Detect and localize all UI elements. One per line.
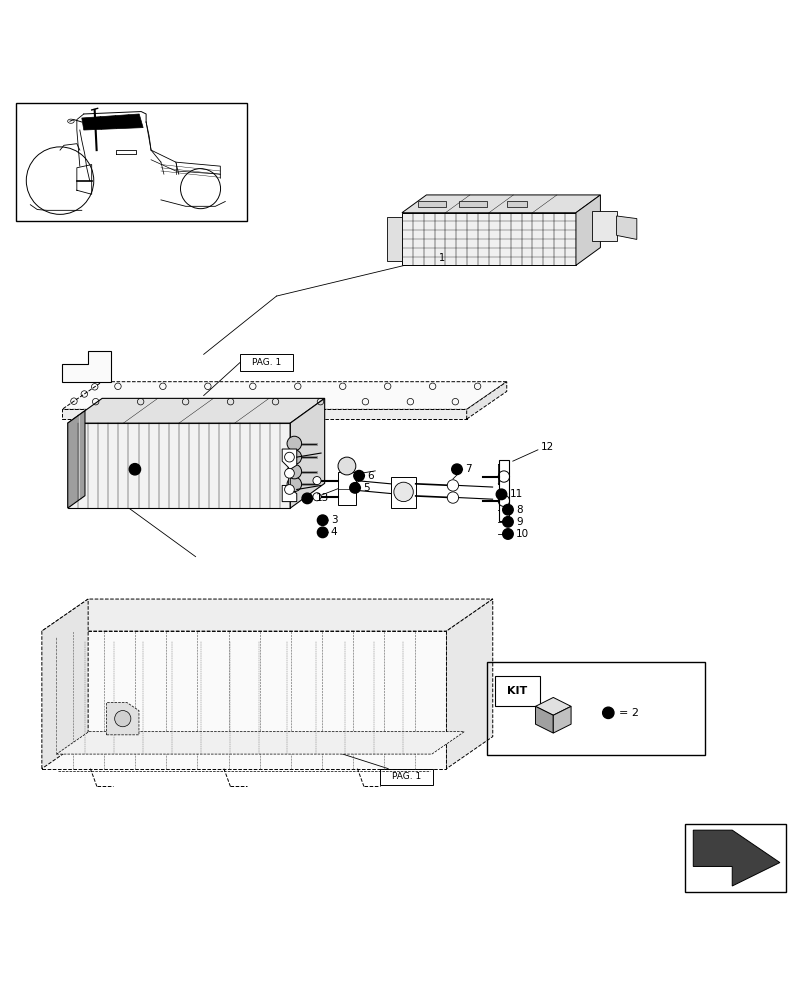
Polygon shape [693,830,779,886]
Circle shape [354,470,364,481]
Polygon shape [42,599,492,631]
Polygon shape [534,706,552,733]
Circle shape [317,515,328,525]
Polygon shape [62,351,110,382]
Polygon shape [616,216,636,239]
Circle shape [312,493,320,501]
Circle shape [502,517,513,527]
Text: 9: 9 [516,517,522,527]
Text: 12: 12 [539,442,553,452]
Text: PAG. 1: PAG. 1 [251,358,281,367]
Polygon shape [387,217,401,261]
Bar [458,201,487,207]
Text: = 2: = 2 [618,708,638,718]
Polygon shape [67,411,85,508]
Polygon shape [534,697,570,715]
Text: 4: 4 [330,527,337,537]
Circle shape [350,483,360,493]
Circle shape [451,464,461,475]
Bar [487,662,705,755]
Circle shape [285,468,294,478]
Text: 7: 7 [465,464,471,474]
Circle shape [287,464,301,479]
Polygon shape [391,477,415,508]
Polygon shape [591,211,616,241]
Polygon shape [106,702,139,735]
Circle shape [129,464,140,475]
Text: 13: 13 [315,493,328,503]
Polygon shape [42,631,446,769]
Bar [418,201,446,207]
Circle shape [502,529,513,539]
Polygon shape [337,472,355,505]
Polygon shape [575,195,599,265]
Polygon shape [401,195,599,213]
Circle shape [285,452,294,462]
Polygon shape [56,732,464,754]
Polygon shape [67,423,290,508]
Text: 3: 3 [330,515,337,525]
Polygon shape [67,398,324,423]
Polygon shape [62,409,466,419]
Circle shape [337,457,355,475]
Text: 8: 8 [516,505,522,515]
Circle shape [447,492,458,503]
Bar [240,354,292,371]
Text: PAG. 1: PAG. 1 [391,772,421,781]
Bar [687,826,783,890]
Circle shape [502,504,513,515]
Text: 10: 10 [516,529,529,539]
Circle shape [285,485,294,494]
Circle shape [312,477,320,485]
Polygon shape [401,213,575,265]
Polygon shape [42,599,88,769]
Text: 5: 5 [363,483,369,493]
Circle shape [287,436,301,451]
Text: 6: 6 [367,471,373,481]
Bar [433,251,451,265]
Bar [380,769,432,785]
Polygon shape [499,460,508,521]
Bar [507,201,526,207]
Polygon shape [62,382,506,409]
Polygon shape [290,398,324,508]
Circle shape [317,527,328,538]
Text: 11: 11 [509,489,522,499]
Circle shape [393,482,413,502]
Circle shape [447,480,458,491]
Text: 1: 1 [439,253,445,263]
Polygon shape [446,599,492,769]
Circle shape [302,493,312,504]
Polygon shape [552,706,570,733]
Bar [16,103,247,221]
Bar [684,824,785,892]
Circle shape [114,711,131,727]
Circle shape [287,450,301,464]
Circle shape [496,489,506,500]
Polygon shape [82,114,143,130]
Polygon shape [282,449,296,502]
Text: KIT: KIT [507,686,526,696]
Polygon shape [466,382,506,419]
Bar [495,676,539,706]
Circle shape [602,707,613,718]
Circle shape [287,477,301,492]
